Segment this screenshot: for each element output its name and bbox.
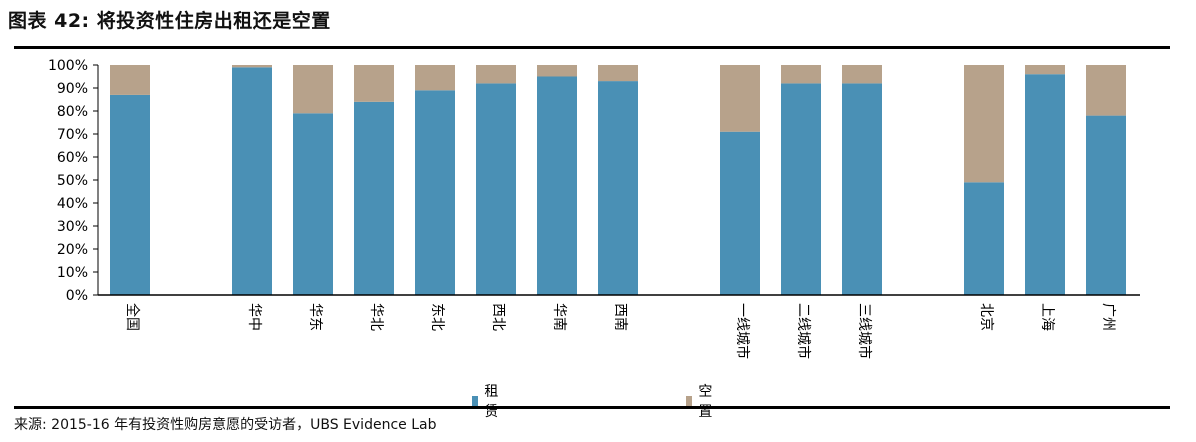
- bottom-rule: [14, 406, 1170, 409]
- bar-vacant: [476, 65, 516, 84]
- bar-vacant: [1025, 65, 1065, 75]
- bar-rent: [537, 76, 577, 295]
- x-tick-label: 华中: [246, 303, 262, 331]
- y-tick-label: 60%: [57, 150, 88, 166]
- bar-rent: [293, 113, 333, 295]
- x-tick-label: 全国: [124, 303, 141, 331]
- y-tick-label: 80%: [57, 104, 88, 120]
- x-tick-label: 华南: [551, 303, 567, 331]
- bar-vacant: [537, 65, 577, 77]
- bar-vacant: [781, 65, 821, 84]
- bar-vacant: [598, 65, 638, 82]
- bar-rent: [110, 94, 150, 296]
- bar-rent: [598, 81, 638, 295]
- bar-rent: [1086, 115, 1126, 295]
- y-tick-label: 40%: [57, 196, 88, 212]
- bar-rent: [720, 131, 760, 295]
- y-tick-label: 10%: [57, 265, 88, 281]
- bar-vacant: [293, 65, 333, 114]
- bar-rent: [1025, 74, 1065, 295]
- bar-rent: [415, 90, 455, 295]
- legend-item-rent: 租赁: [472, 381, 502, 421]
- x-tick-label: 华北: [368, 303, 384, 331]
- x-tick-label: 华东: [307, 303, 323, 331]
- bar-vacant: [110, 65, 150, 95]
- stacked-bar-chart: 0% 10% 20% 30% 40% 50% 60% 70% 80% 90% 100% 全国 华中 华东 华…: [48, 58, 1140, 359]
- y-tick-label: 70%: [57, 127, 88, 143]
- bar-vacant: [720, 65, 760, 132]
- legend-swatch-vacant: [686, 396, 693, 406]
- y-tick-label: 90%: [57, 81, 88, 97]
- x-tick-label: 二线城市: [795, 303, 812, 359]
- legend-label-vacant: 空置: [698, 384, 713, 420]
- y-tick-label: 30%: [57, 219, 88, 235]
- legend-swatch-rent: [472, 396, 479, 406]
- y-tick-label: 20%: [57, 242, 88, 258]
- chart-title: 图表 42: 将投资性住房出租还是空置: [8, 10, 331, 32]
- top-rule: [14, 46, 1170, 49]
- bar-vacant: [1086, 65, 1126, 116]
- bar-rent: [354, 101, 394, 295]
- y-tick-label: 50%: [57, 173, 88, 189]
- y-tick-label: 0%: [66, 288, 88, 304]
- x-tick-label: 西北: [490, 303, 506, 331]
- x-tick-label: 三线城市: [856, 303, 873, 359]
- bar-rent: [964, 182, 1004, 295]
- bar-vacant: [232, 65, 272, 68]
- bar-vacant: [964, 65, 1004, 183]
- x-tick-label: 上海: [1039, 303, 1055, 331]
- source-note: 来源: 2015-16 年有投资性购房意愿的受访者，UBS Evidence L…: [14, 417, 437, 433]
- bar-vacant: [354, 65, 394, 102]
- bar-rent: [232, 67, 272, 295]
- x-tick-label: 北京: [978, 303, 994, 331]
- x-tick-label: 西南: [612, 303, 628, 331]
- legend-label-rent: 租赁: [484, 384, 499, 420]
- bar-vacant: [842, 65, 882, 84]
- bar-rent: [781, 83, 821, 296]
- bar-vacant: [415, 65, 455, 91]
- bar-rent: [842, 83, 882, 296]
- x-tick-label: 东北: [429, 303, 445, 331]
- y-tick-label: 100%: [48, 58, 88, 74]
- legend-item-vacant: 空置: [686, 381, 716, 421]
- bar-rent: [476, 83, 516, 296]
- x-tick-label: 广州: [1100, 303, 1116, 331]
- x-tick-label: 一线城市: [734, 303, 751, 359]
